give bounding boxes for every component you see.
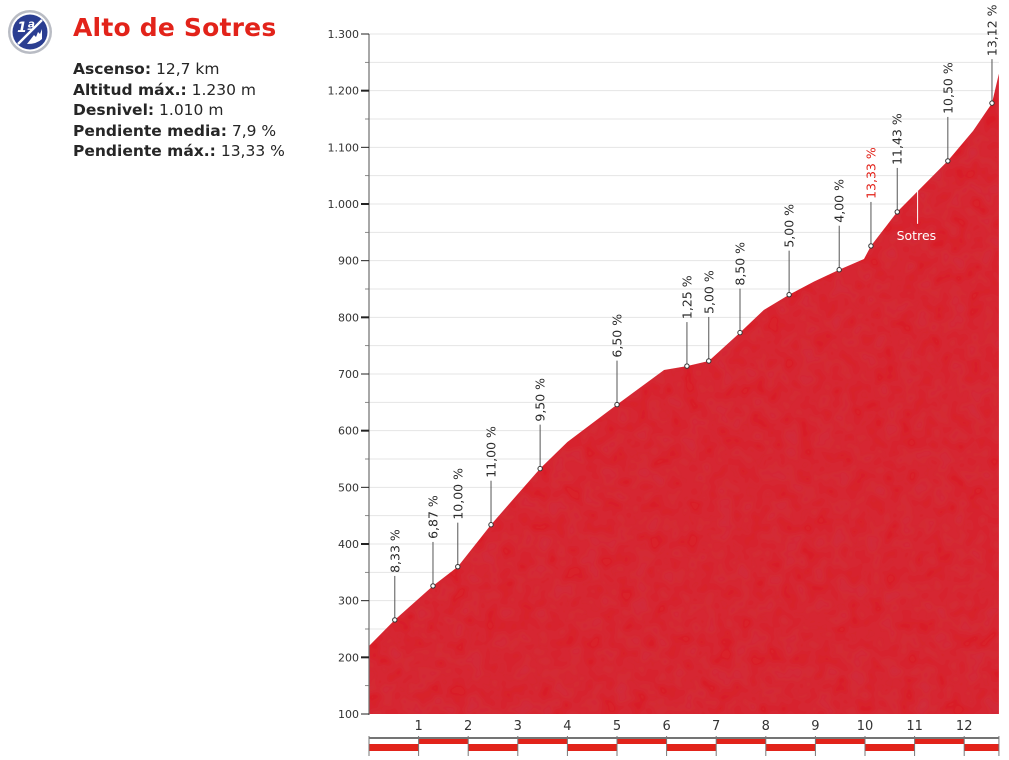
- stat-elevation-gain: Desnivel: 1.010 m: [73, 100, 285, 121]
- max-grade-label: 13,33 %: [863, 147, 878, 199]
- stat-value: 7,9 %: [231, 121, 277, 140]
- y-axis: 100 200 300 400 500 600 700 800 900 1.000 1.100 1.2…: [328, 28, 370, 721]
- km-scale-bar: [368, 736, 1000, 756]
- grade-label: 4,00 %: [832, 179, 847, 223]
- stat-max-grade: Pendiente máx.: 13,33 %: [73, 141, 285, 162]
- stat-label: Altitud máx.:: [73, 80, 187, 99]
- x-tick-label: 4: [563, 719, 571, 734]
- stat-label: Pendiente máx.:: [73, 142, 216, 160]
- x-tick-label: 3: [514, 719, 522, 734]
- grade-marker-point: [737, 329, 743, 336]
- grade-marker-point: [392, 617, 398, 623]
- y-tick-label: 300: [338, 595, 359, 608]
- y-tick-label: 1.200: [328, 85, 360, 98]
- y-tick-label: 600: [338, 425, 359, 438]
- grade-label: 9,50 %: [533, 378, 548, 422]
- grade-marker-point: [614, 401, 620, 408]
- y-tick-label: 400: [338, 538, 359, 551]
- climb-title: Alto de Sotres: [73, 13, 277, 42]
- grade-marker-point: [836, 267, 842, 273]
- y-tick-label: 1.300: [328, 28, 360, 41]
- stat-value: 13,33 %: [220, 142, 285, 160]
- grade-marker-point: [894, 209, 900, 215]
- climb-stats: Ascenso: 12,7 km Altitud máx.: 1.230 m D…: [73, 59, 285, 162]
- grade-label: 11,43 %: [890, 113, 905, 165]
- y-tick-label: 1.000: [328, 198, 360, 211]
- x-tick-label: 7: [712, 719, 720, 734]
- grade-marker-point: [455, 563, 461, 570]
- stat-ascent: Ascenso: 12,7 km: [73, 59, 285, 80]
- y-tick-label: 200: [338, 651, 359, 664]
- grade-label: 6,87 %: [425, 495, 440, 539]
- grade-label: 11,00 %: [484, 426, 499, 478]
- mountain-category-badge-icon: 1ª: [8, 10, 52, 54]
- stat-value: 1.010 m: [159, 101, 224, 119]
- place-annotations: Sotres: [897, 187, 937, 243]
- grade-marker-point: [684, 363, 690, 369]
- stat-value: 1.230 m: [191, 80, 257, 99]
- x-tick-label: 10: [857, 719, 874, 734]
- grade-label: 1,25 %: [679, 275, 694, 319]
- stat-max-altitude: Altitud máx.: 1.230 m: [73, 80, 285, 101]
- y-tick-label: 800: [338, 311, 359, 324]
- badge-category-label: 1ª: [17, 20, 35, 36]
- x-tick-label: 12: [956, 719, 973, 734]
- grade-marker-point: [945, 158, 951, 164]
- grade-markers: 8,33 % 6,87 % 10,00 % 11,00 % 9,50 % 6,50 % 1,…: [387, 4, 999, 623]
- grade-label: 10,50 %: [940, 62, 955, 114]
- stat-average-grade: Pendiente media: 7,9 %: [73, 121, 285, 142]
- place-label-sotres: Sotres: [897, 228, 937, 243]
- stat-label: Ascenso:: [73, 60, 152, 78]
- x-axis-km: 1 2 3 4 5 6 7 8 9 10 11 12: [414, 719, 972, 734]
- elevation-profile-area: [369, 73, 999, 714]
- x-tick-label: 8: [762, 719, 770, 734]
- grade-label: 10,00 %: [450, 468, 465, 520]
- x-tick-label: 5: [613, 719, 621, 734]
- profile-fill: [369, 73, 999, 714]
- climb-header: 1ª Alto de Sotres Ascenso: 12,7 km Altit…: [0, 0, 300, 190]
- y-tick-label: 700: [338, 368, 359, 381]
- y-tick-label: 900: [338, 255, 359, 268]
- grade-marker-point: [430, 583, 436, 589]
- grade-marker-point: [706, 358, 712, 364]
- grade-marker-point: [868, 243, 874, 249]
- y-tick-label: 1.100: [328, 141, 360, 154]
- grade-marker-point: [488, 522, 494, 528]
- grade-label: 8,50 %: [733, 242, 748, 286]
- x-tick-label: 9: [811, 719, 819, 734]
- x-tick-label: 6: [662, 719, 670, 734]
- stat-label: Desnivel:: [73, 101, 155, 119]
- x-tick-label: 11: [906, 719, 923, 734]
- grade-label: 5,00 %: [701, 270, 716, 314]
- grade-marker-point: [786, 291, 792, 298]
- grade-label: 5,00 %: [782, 204, 797, 248]
- stat-value: 12,7 km: [155, 60, 220, 78]
- stat-label: Pendiente media:: [73, 121, 227, 140]
- y-tick-label: 500: [338, 481, 359, 494]
- grade-marker-point: [537, 465, 543, 472]
- grade-label: 8,33 %: [387, 529, 402, 573]
- x-tick-label: 1: [414, 719, 422, 734]
- grade-marker-point: [989, 100, 995, 106]
- y-tick-label: 100: [338, 708, 359, 721]
- x-tick-label: 2: [464, 719, 472, 734]
- grade-label: 13,12 %: [984, 4, 999, 56]
- grade-label: 6,50 %: [610, 314, 625, 358]
